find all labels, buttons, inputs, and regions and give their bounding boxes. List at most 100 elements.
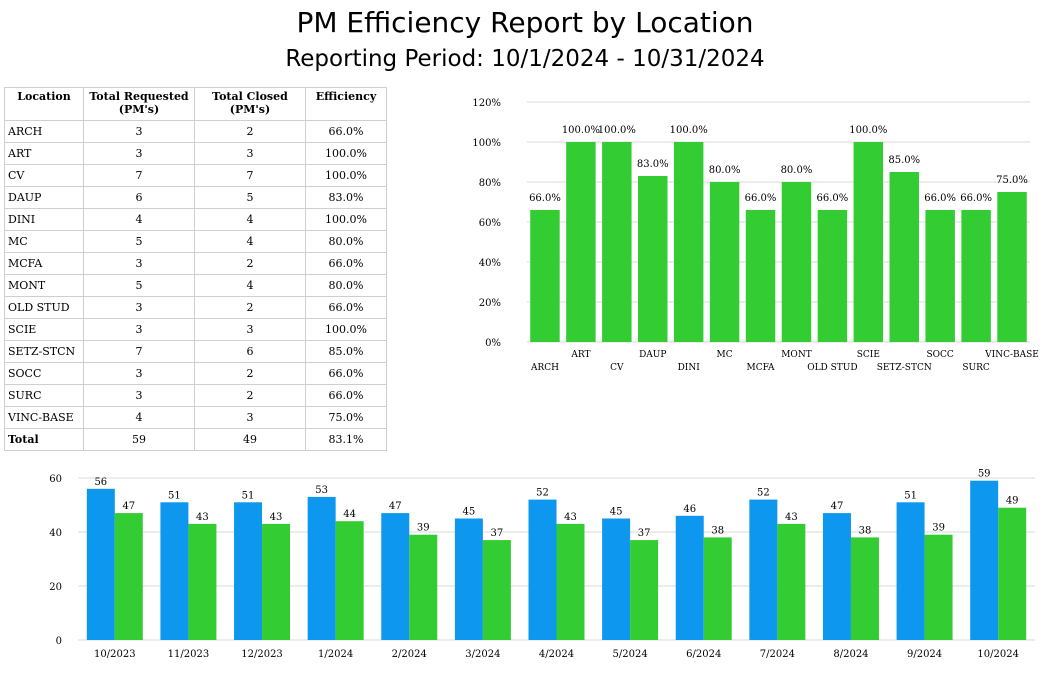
data-label: 80.0%	[781, 165, 813, 176]
bar-requested	[307, 496, 336, 640]
bar-closed	[335, 521, 364, 640]
x-tick-label: SURC	[962, 363, 990, 373]
x-tick-label: SOCC	[927, 350, 954, 360]
data-label: 47	[831, 501, 844, 512]
bar-closed	[114, 513, 143, 640]
cell-requested: 6	[83, 186, 195, 209]
y-tick-label: 60	[49, 474, 62, 485]
table-row: VINC-BASE 4 3 75.0%	[4, 406, 387, 429]
x-tick-label: MONT	[781, 350, 811, 360]
data-label: 51	[242, 490, 255, 501]
bar	[817, 210, 848, 342]
table-row: SETZ-STCN 7 6 85.0%	[4, 340, 387, 363]
bar	[745, 210, 776, 342]
data-label: 59	[978, 469, 991, 480]
cell-location: DINI	[4, 208, 84, 231]
x-tick-label: 5/2024	[613, 649, 648, 660]
x-tick-label: 1/2024	[318, 649, 353, 660]
col-header-efficiency: Efficiency	[305, 87, 387, 121]
data-label: 49	[1006, 496, 1019, 507]
bar-closed	[924, 534, 953, 640]
x-tick-label: 9/2024	[907, 649, 942, 660]
y-tick-label: 80%	[479, 178, 501, 189]
cell-efficiency: 100.0%	[305, 318, 387, 341]
y-tick-label: 100%	[472, 138, 501, 149]
data-label: 39	[417, 523, 430, 534]
bar	[638, 176, 668, 342]
cell-closed: 2	[194, 384, 306, 407]
data-label: 51	[904, 490, 917, 501]
bar	[781, 182, 812, 342]
y-tick-label: 40	[49, 528, 62, 539]
data-label: 43	[196, 512, 209, 523]
data-label: 51	[168, 490, 181, 501]
bar	[997, 192, 1027, 342]
y-tick-label: 20	[49, 582, 62, 593]
cell-efficiency: 100.0%	[305, 142, 387, 165]
cell-location: SCIE	[4, 318, 84, 341]
y-tick-label: 0%	[485, 338, 501, 349]
cell-requested: 5	[83, 230, 195, 253]
bar	[853, 142, 884, 342]
x-tick-label: SCIE	[857, 350, 880, 360]
cell-efficiency: 83.1%	[305, 428, 387, 451]
x-tick-label: 10/2023	[94, 649, 136, 660]
cell-closed: 5	[194, 186, 306, 209]
bar-requested	[160, 502, 189, 640]
cell-efficiency: 85.0%	[305, 340, 387, 363]
reporting-period: Reporting Period: 10/1/2024 - 10/31/2024	[285, 46, 765, 72]
table-row: CV 7 7 100.0%	[4, 164, 387, 187]
table-body: ARCH 3 2 66.0% ART 3 3 100.0% CV 7 7 100.0% DAUP 6 5 83…	[4, 120, 387, 451]
cell-closed: 49	[194, 428, 306, 451]
cell-efficiency: 66.0%	[305, 252, 387, 275]
data-label: 80.0%	[709, 165, 741, 176]
data-label: 85.0%	[888, 155, 920, 166]
x-tick-label: 12/2023	[241, 649, 283, 660]
bar-closed	[850, 537, 879, 640]
bar-requested	[970, 480, 999, 640]
col-header-closed: Total Closed (PM's)	[194, 87, 306, 121]
bar-requested	[602, 518, 631, 640]
location-table: Location Total Requested (PM's) Total Cl…	[4, 87, 387, 451]
bar	[530, 210, 560, 342]
cell-requested: 4	[83, 406, 195, 429]
bar-requested	[675, 515, 704, 640]
table-row: DINI 4 4 100.0%	[4, 208, 387, 231]
data-label: 38	[859, 525, 872, 536]
cell-closed: 3	[194, 142, 306, 165]
table-row: MC 5 4 80.0%	[4, 230, 387, 253]
bar	[925, 210, 955, 342]
data-label: 66.0%	[817, 193, 849, 204]
bar-closed	[188, 523, 217, 640]
bar-closed	[998, 507, 1027, 640]
cell-location: MC	[4, 230, 84, 253]
cell-closed: 2	[194, 120, 306, 143]
cell-efficiency: 66.0%	[305, 362, 387, 385]
bar-requested	[822, 513, 851, 640]
report-title: PM Efficiency Report by Location	[296, 6, 754, 39]
data-label: 38	[711, 525, 724, 536]
table-header-row: Location Total Requested (PM's) Total Cl…	[4, 87, 387, 121]
x-tick-label: ARCH	[530, 363, 559, 373]
y-tick-label: 40%	[479, 258, 501, 269]
cell-closed: 4	[194, 274, 306, 297]
table-row: MCFA 3 2 66.0%	[4, 252, 387, 275]
cell-location: SETZ-STCN	[4, 340, 84, 363]
cell-efficiency: 66.0%	[305, 120, 387, 143]
cell-requested: 3	[83, 296, 195, 319]
table-total-row: Total 59 49 83.1%	[4, 428, 387, 451]
x-tick-label: CV	[610, 363, 624, 373]
bar-requested	[234, 502, 263, 640]
y-tick-label: 60%	[479, 218, 501, 229]
data-label: 43	[270, 512, 283, 523]
y-tick-label: 120%	[472, 98, 501, 109]
x-tick-label: 4/2024	[539, 649, 574, 660]
data-label: 45	[610, 507, 623, 518]
x-tick-label: SETZ-STCN	[877, 363, 932, 373]
data-label: 52	[757, 488, 770, 499]
cell-requested: 7	[83, 340, 195, 363]
bar-closed	[703, 537, 732, 640]
cell-closed: 6	[194, 340, 306, 363]
bar-closed	[262, 523, 291, 640]
table-row: OLD STUD 3 2 66.0%	[4, 296, 387, 319]
